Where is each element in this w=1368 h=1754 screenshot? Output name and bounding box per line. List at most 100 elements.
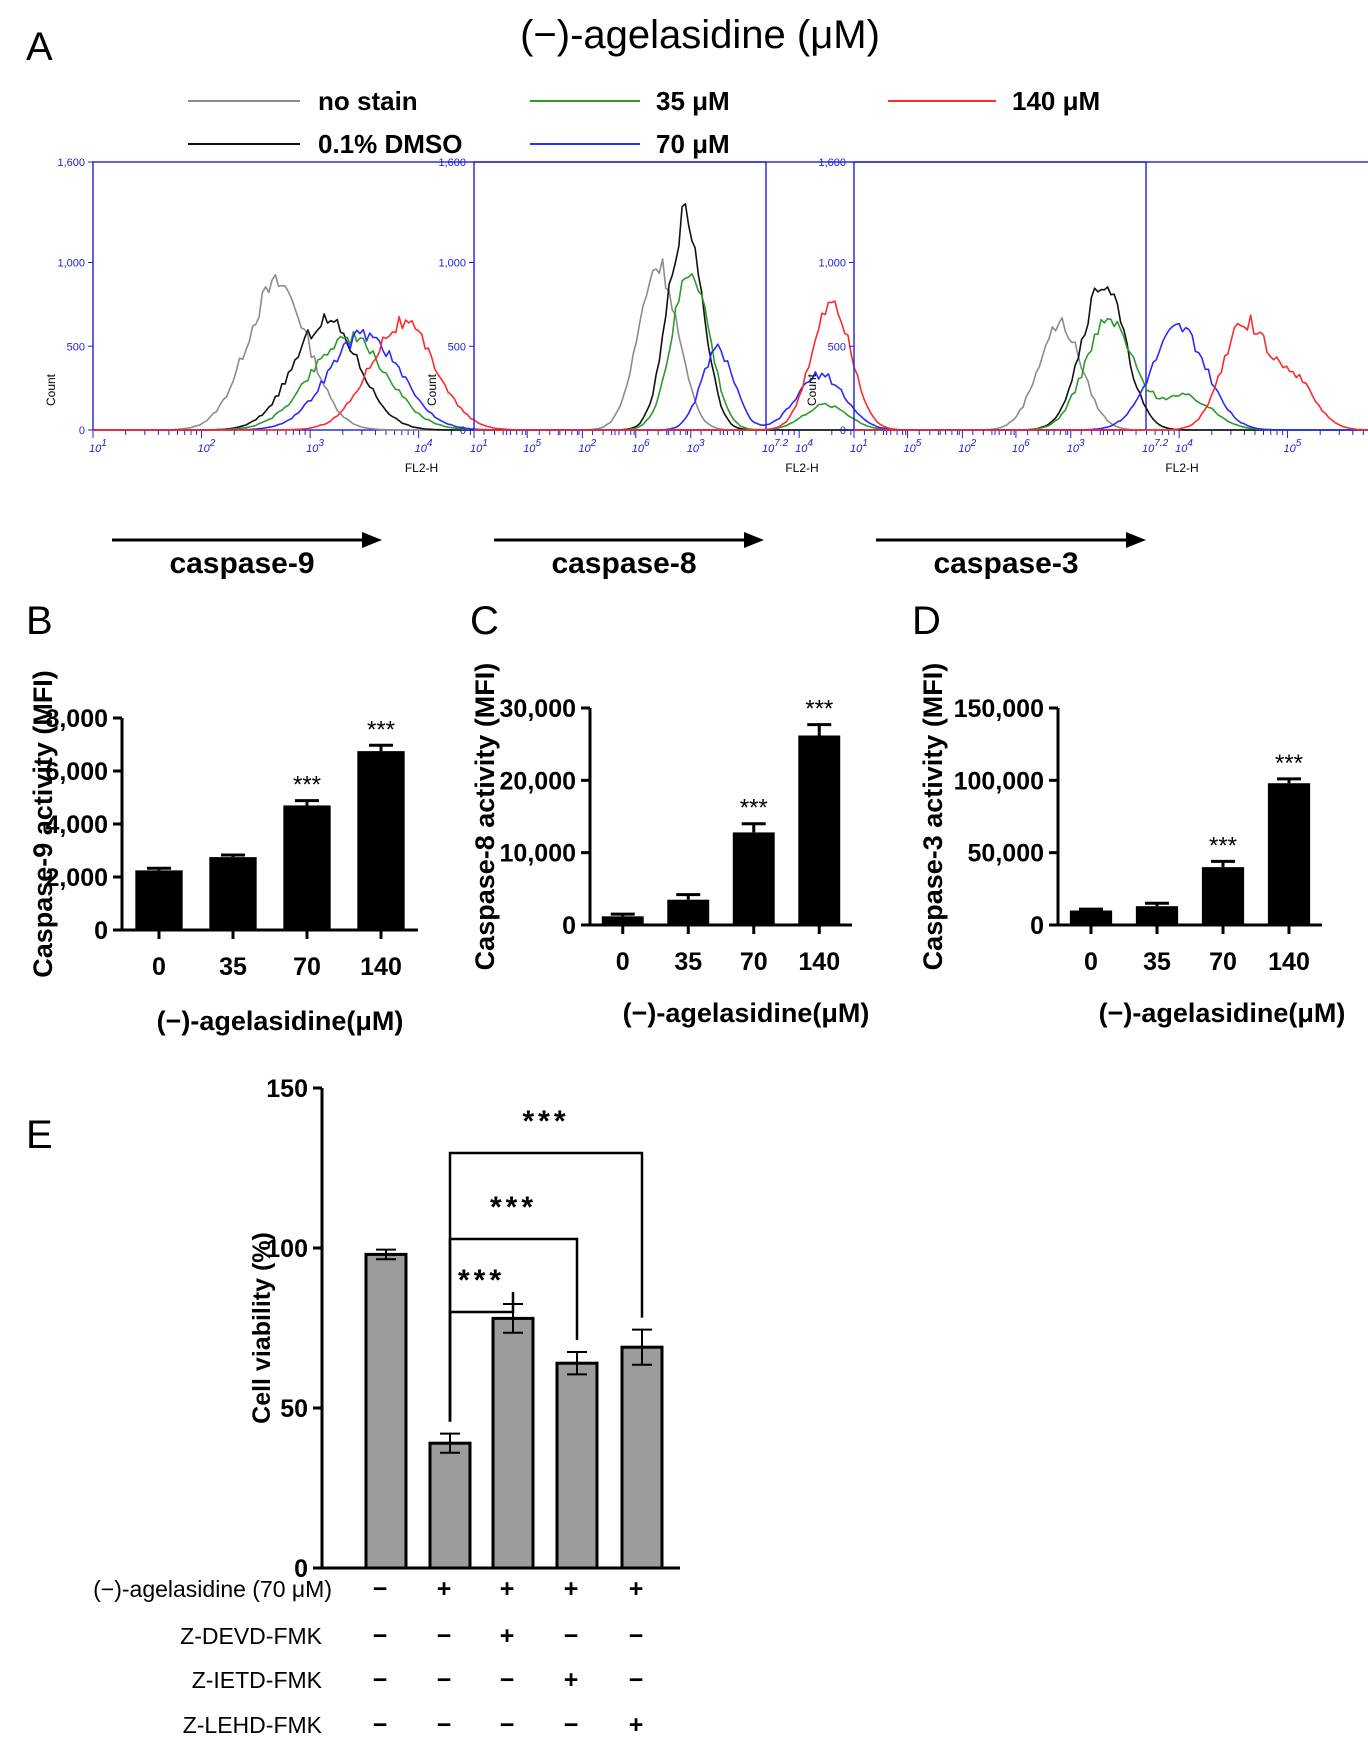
panel-label-d: D [912, 599, 941, 643]
treatment-sign: − [500, 1666, 515, 1694]
y-tick-label: 50 [280, 1395, 308, 1423]
histogram-caspase-9: 0 500 1,000 1,600 Count 101 102 103 104 105 106 107… [44, 157, 789, 580]
treatment-label: (−)-agelasidine (70 μM) [93, 1576, 332, 1602]
x-axis-label: (−)-agelasidine(μM) [1099, 998, 1346, 1028]
y-tick-label: 30,000 [500, 695, 576, 723]
treatment-label: Z-IETD-FMK [192, 1667, 323, 1693]
bar [798, 735, 841, 925]
treatment-sign: − [373, 1666, 388, 1694]
bar [357, 751, 405, 930]
treatment-sign: − [437, 1666, 452, 1694]
treatment-sign: + [629, 1711, 644, 1739]
y-tick-label: 2,000 [45, 864, 108, 892]
y-tick-label: 1,600 [438, 157, 466, 169]
panel-label-b: B [26, 599, 53, 643]
x-tick-label: 107.2 [762, 438, 789, 455]
treatment-sign: − [437, 1711, 452, 1739]
legend: no stain 0.1% DMSO 35 μM 70 μM 140 μM [188, 86, 1100, 159]
comparison-label: *** [458, 1264, 505, 1297]
x-tick-label: 140 [360, 953, 402, 981]
y-tick-label: 100,000 [954, 767, 1044, 795]
significance-label: *** [1209, 832, 1237, 859]
x-tick-label: 106 [632, 438, 650, 455]
significance-label: *** [805, 696, 833, 723]
legend-label-35um: 35 μM [656, 86, 730, 116]
marker-name: caspase-9 [169, 547, 314, 580]
treatment-sign: − [373, 1711, 388, 1739]
x-tick-label: 70 [1209, 948, 1237, 976]
bar [364, 1252, 408, 1570]
bar [1069, 910, 1113, 925]
x-tick-label: 107.2 [1142, 438, 1169, 455]
x-tick-label: 140 [798, 948, 840, 976]
x-tick-label: 104 [1175, 438, 1193, 455]
figure-title: (−)-agelasidine (μM) [520, 13, 880, 57]
y-tick-label: 0 [840, 425, 846, 437]
y-tick-label: 0 [460, 425, 466, 437]
y-tick-label: 1,600 [818, 157, 846, 169]
y-tick-label: 1,000 [438, 258, 466, 270]
x-tick-label: 0 [152, 953, 166, 981]
treatment-sign: + [500, 1575, 515, 1603]
y-tick-label: 6,000 [45, 758, 108, 786]
bar [428, 1441, 472, 1570]
x-axis-label: FL2-H [1165, 461, 1198, 475]
x-tick-label: 105 [1284, 438, 1302, 455]
x-tick-label: 103 [1067, 438, 1085, 455]
x-tick-label: 70 [740, 948, 768, 976]
y-tick-label: 0 [94, 917, 108, 945]
treatment-sign: − [500, 1711, 515, 1739]
x-tick-label: 101 [470, 438, 488, 455]
x-tick-label: 0 [1084, 948, 1098, 976]
significance-label: *** [367, 716, 395, 743]
y-tick-label: 500 [448, 341, 466, 353]
panel-label-e: E [26, 1113, 53, 1157]
y-tick-label: 1,000 [57, 258, 85, 270]
x-tick-label: 103 [306, 438, 324, 455]
y-axis-label: Count [805, 373, 819, 406]
bar [209, 857, 257, 930]
treatment-sign: − [437, 1622, 452, 1650]
treatment-sign: − [564, 1622, 579, 1650]
comparison-bracket [448, 1151, 644, 1422]
x-tick-label: 101 [89, 438, 107, 455]
y-tick-label: 500 [828, 341, 846, 353]
histogram-line-140-m [474, 300, 1144, 431]
y-tick-label: 150 [266, 1075, 308, 1103]
x-tick-label: 101 [850, 438, 868, 455]
histogram-line-35-m [854, 317, 1368, 431]
treatment-sign: − [373, 1575, 388, 1603]
bar [732, 832, 775, 925]
histogram-line-140-m [854, 314, 1368, 431]
y-tick-label: 10,000 [500, 840, 576, 868]
comparison-label: *** [522, 1105, 569, 1138]
y-axis-label: Caspase-8 activity (MFI) [470, 663, 500, 971]
x-tick-label: 104 [415, 438, 433, 455]
histogram-line-no-stain [854, 317, 1368, 431]
x-tick-label: 35 [674, 948, 702, 976]
bar [667, 899, 710, 925]
bar [620, 1345, 664, 1570]
bar-chart-cell-viability: 0 50 100 150 Cell viability (%) *** *** *** (−)-… [93, 1075, 680, 1739]
treatment-sign: + [437, 1575, 452, 1603]
treatment-sign: + [564, 1666, 579, 1694]
y-axis-label: Caspase-9 activity (MFI) [28, 670, 58, 978]
x-tick-label: 102 [198, 438, 216, 455]
bar [135, 870, 183, 930]
y-tick-label: 500 [67, 341, 85, 353]
marker-arrow-head [362, 532, 382, 548]
histogram-caspase-3: 0 500 1,000 1,600 Count 101 102 103 104 105 106 107… [805, 157, 1368, 580]
x-tick-label: 103 [687, 438, 705, 455]
y-tick-label: 4,000 [45, 811, 108, 839]
treatment-sign: − [564, 1711, 579, 1739]
bar [491, 1316, 535, 1570]
plot-frame [853, 161, 1368, 431]
x-tick-label: 0 [616, 948, 630, 976]
x-tick-label: 105 [523, 438, 541, 455]
treatment-sign: − [373, 1622, 388, 1650]
bar [283, 805, 331, 930]
x-axis-label: FL2-H [785, 461, 818, 475]
x-tick-label: 104 [795, 438, 813, 455]
